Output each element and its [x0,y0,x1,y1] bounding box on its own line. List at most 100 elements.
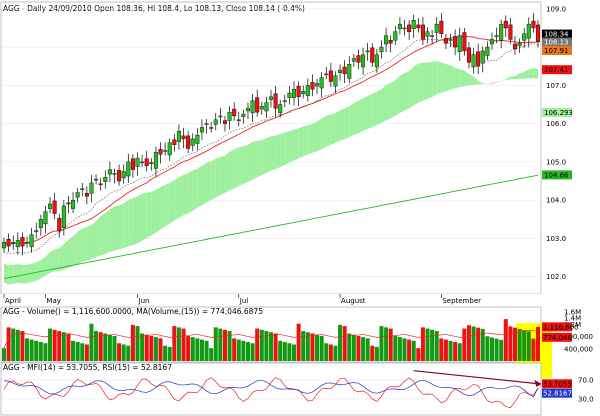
cloud-segment [280,132,285,168]
volume-bar [61,332,66,361]
candle-body [195,134,200,144]
candle-body [420,24,425,40]
candle-body [153,152,158,169]
candle-body [181,135,186,140]
volume-bar [374,346,379,361]
cloud-segment [459,69,465,87]
cloud-segment [8,264,14,285]
volume-bar [301,331,306,361]
cloud-segment [119,203,124,250]
cloud-segment [505,76,511,81]
candle-body [471,54,476,68]
cloud-segment [201,162,207,206]
volume-value-tags: 1,116,600 774,046 [542,322,579,342]
candle-body [425,31,430,37]
candle-body [241,113,246,117]
volume-bar [195,338,200,361]
volume-bar [434,331,439,361]
candle-body [163,150,168,152]
volume-bar [282,342,287,361]
volume-panel: AGG - Volume() = 1,116,600.0000, MA(Volu… [0,306,593,378]
volume-bar [2,348,6,361]
cloud-segment [220,155,225,196]
cloud-segment [266,136,271,174]
cloud-segment [183,173,189,216]
volume-bar [443,339,448,361]
candle-body [434,23,439,33]
cloud-segment [4,263,9,285]
candle-body [531,20,536,29]
candle-body [443,38,448,44]
candle-body [144,158,149,166]
candle-body [296,85,301,98]
candle-body [517,43,522,47]
volume-bar [494,338,499,361]
candle-body [485,46,490,56]
cloud-segment [54,248,60,272]
volume-bar [531,338,536,361]
volume-bar [416,348,421,361]
volume-bar [181,328,186,361]
candle-body [250,100,255,114]
candle-body [176,131,181,142]
volume-bar [328,344,333,361]
volume-bars [2,319,540,361]
price-tag-box [542,29,572,39]
candle-body [117,170,122,182]
price-tick-label: 106.0 [546,120,566,128]
cloud-segment [326,114,331,147]
candle-body [305,85,310,96]
price-tick-label: 107.0 [546,82,566,90]
candle-body [453,36,458,48]
volume-bar [121,344,126,361]
candle-body [199,127,204,133]
cloud-segment [234,147,239,189]
volume-bar [315,334,320,361]
price-tag-label: 106.293 [544,109,573,117]
candle-body [269,96,274,100]
price-tag-label: 108.34 [544,31,569,39]
volume-bar [439,338,444,361]
volume-bar [356,335,361,361]
cloud-segment [91,221,97,259]
cloud-segment [317,118,322,152]
cloud-segment [386,82,391,121]
cloud-segment [312,121,318,153]
volume-bar [485,336,490,361]
volume-bar [218,328,223,361]
candle-body [342,66,347,75]
cloud-segment [192,168,198,211]
volume-bar [430,329,435,361]
ma-green-line [3,174,539,280]
candle-body [480,50,485,64]
volume-bar [489,337,494,361]
candle-body [536,24,541,42]
price-tag-box [542,65,572,75]
volume-bar [526,331,531,361]
cloud-segment [63,239,69,270]
ma-dotted-line [3,38,539,255]
candle-body [135,157,140,167]
cloud-segment [390,80,396,119]
mfi-rsi-panel: AGG - MFI(14) = 53.7055, RSI(15) = 52.81… [0,362,594,416]
volume-bar [209,348,214,361]
candle-body [11,242,16,244]
volume-bar [351,334,356,361]
candle-body [430,35,435,37]
volume-bar [503,319,508,361]
cloud-segment [215,157,221,198]
candle-body [52,200,57,214]
candle-body [328,70,333,82]
candle-body [499,23,504,41]
volume-bar [6,327,11,361]
volume-label: AGG - Volume() = 1,116,600.0000, MA(Volu… [3,307,263,316]
candle-body [80,188,85,190]
price-tick-label: 102.0 [546,273,566,281]
volume-bar [388,328,393,361]
candle-body [61,205,66,228]
volume-bar [34,340,39,361]
volume-bar [264,331,269,361]
cloud-segment [445,64,451,92]
cloud-segment [399,73,405,113]
volume-bar [250,343,255,361]
